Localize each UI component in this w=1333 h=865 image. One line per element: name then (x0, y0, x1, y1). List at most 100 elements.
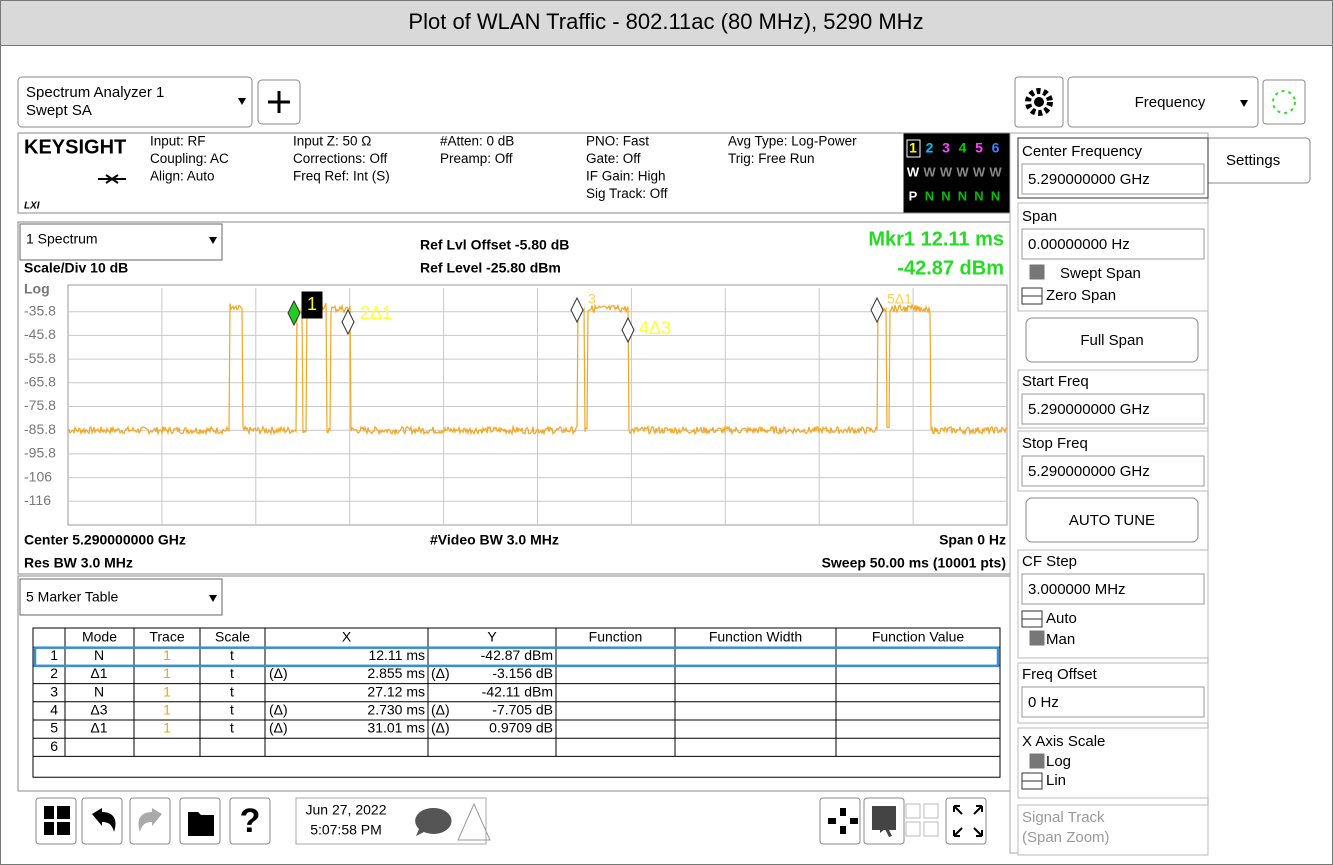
toolbar-button[interactable] (229, 797, 271, 845)
row-highlight (33, 646, 1000, 668)
toolbar-button[interactable] (35, 797, 77, 845)
marker-value: -42.87 dBm (897, 257, 1004, 279)
row-x: 12.11 ms (368, 647, 425, 663)
info-text: Align: Auto (150, 169, 215, 184)
side-label: Signal Track (1022, 809, 1105, 826)
marker-label: 1 (307, 294, 317, 314)
gear-icon (1034, 97, 1044, 107)
info-header (17, 132, 1011, 214)
center-freq: Center 5.290000000 GHz (24, 532, 186, 548)
alert-icon (457, 802, 491, 841)
side-label: Log (1046, 753, 1071, 770)
marker-diamond (621, 316, 635, 344)
side-label: X Axis Scale (1022, 733, 1105, 750)
page-title: Plot of WLAN Traffic - 802.11ac (80 MHz)… (408, 9, 923, 34)
row-x-ref: (Δ) (269, 720, 288, 736)
side-group (1017, 727, 1209, 799)
side-label: Start Freq (1022, 373, 1089, 390)
trace-number: 6 (992, 140, 1000, 156)
row-trace: 1 (163, 702, 171, 718)
trace (67, 301, 1008, 437)
info-text: Trig: Free Run (728, 151, 815, 166)
row-mode: Δ1 (90, 665, 107, 681)
fullscreen-icon (953, 805, 983, 837)
row-y: -42.87 dBm (481, 647, 553, 663)
marker-table (32, 627, 1001, 778)
row-x-ref: (Δ) (269, 665, 288, 681)
row-scale: t (230, 683, 234, 699)
side-label: Span (1022, 208, 1057, 225)
input-field[interactable] (1021, 163, 1205, 195)
touch-icon (872, 806, 896, 837)
trace-number: 1 (909, 140, 917, 156)
info-text: Coupling: AC (150, 151, 229, 166)
row-scale: t (230, 720, 234, 736)
radio-on[interactable] (1029, 264, 1045, 280)
toolbar-button[interactable] (945, 797, 987, 845)
gear-icon (1025, 88, 1053, 116)
radio-on[interactable] (1029, 753, 1045, 769)
trace-box (903, 133, 1010, 213)
marker-label: 2Δ1 (360, 303, 392, 323)
ref-level: Ref Level -25.80 dBm (420, 260, 561, 276)
row-number: 4 (50, 702, 58, 718)
input-field[interactable] (1021, 686, 1205, 718)
y-label: -85.8 (24, 421, 56, 437)
side-label: CF Step (1022, 553, 1077, 570)
radio-on[interactable] (1029, 630, 1045, 646)
full-span-button[interactable] (1025, 317, 1199, 363)
input-field[interactable] (1021, 393, 1205, 425)
button-label: Full Span (1080, 332, 1143, 349)
y-label: -106 (24, 468, 52, 484)
dropdown-arrow (1240, 100, 1248, 107)
input-field[interactable] (1021, 573, 1205, 605)
info-text: Preamp: Off (440, 151, 513, 166)
trace-number: 5 (975, 140, 983, 156)
res-bw: Res BW 3.0 MHz (24, 555, 133, 571)
marker-diamond (341, 308, 355, 336)
layout-icon (828, 808, 858, 834)
marker-label: 3 (588, 291, 596, 307)
input-field[interactable] (1021, 455, 1205, 487)
window-name: 1 Spectrum (26, 231, 98, 247)
dropdown-arrow (238, 98, 246, 105)
row-x-ref: (Δ) (269, 702, 288, 718)
row-y: -42.11 dBm (482, 683, 553, 699)
trace-detector: N (991, 188, 1000, 203)
instrument-selector[interactable] (17, 76, 253, 128)
side-label: Man (1046, 631, 1075, 648)
scale-log: Log (24, 281, 50, 297)
row-x: 27.12 ms (367, 683, 425, 699)
table-selector[interactable] (19, 578, 223, 616)
input-field[interactable] (1021, 228, 1205, 260)
trace-detector: P (909, 188, 918, 203)
y-label: -65.8 (24, 374, 56, 390)
span: Span 0 Hz (939, 532, 1006, 548)
info-text: PNO: Fast (586, 134, 649, 149)
table-header: Y (487, 629, 497, 645)
row-y-ref: (Δ) (431, 665, 450, 681)
trace-select (906, 139, 921, 158)
y-label: -45.8 (24, 326, 56, 342)
info-text: Sig Track: Off (586, 186, 668, 201)
side-label: Center Frequency (1022, 143, 1143, 160)
row-x: 2.730 ms (367, 702, 425, 718)
status-button[interactable] (1262, 79, 1306, 125)
auto-tune-button[interactable] (1025, 497, 1199, 543)
side-label: Freq Offset (1022, 666, 1098, 683)
window-selector[interactable] (19, 223, 223, 261)
instrument-mode: Swept SA (26, 102, 92, 119)
trace-type: W (973, 164, 986, 179)
toolbar-button[interactable] (819, 797, 861, 845)
menu-selector[interactable] (1067, 76, 1259, 128)
table-header: Trace (149, 629, 184, 645)
info-text: Input: RF (150, 134, 206, 149)
row-mode: N (94, 647, 104, 663)
button-label: AUTO TUNE (1069, 512, 1155, 529)
side-group (1017, 804, 1209, 856)
input-value: 5.290000000 GHz (1028, 401, 1150, 418)
table-header: Mode (82, 629, 117, 645)
row-y: -7.705 dB (492, 702, 553, 718)
brand: KEYSIGHT (24, 136, 126, 158)
focus-box (1017, 137, 1209, 199)
